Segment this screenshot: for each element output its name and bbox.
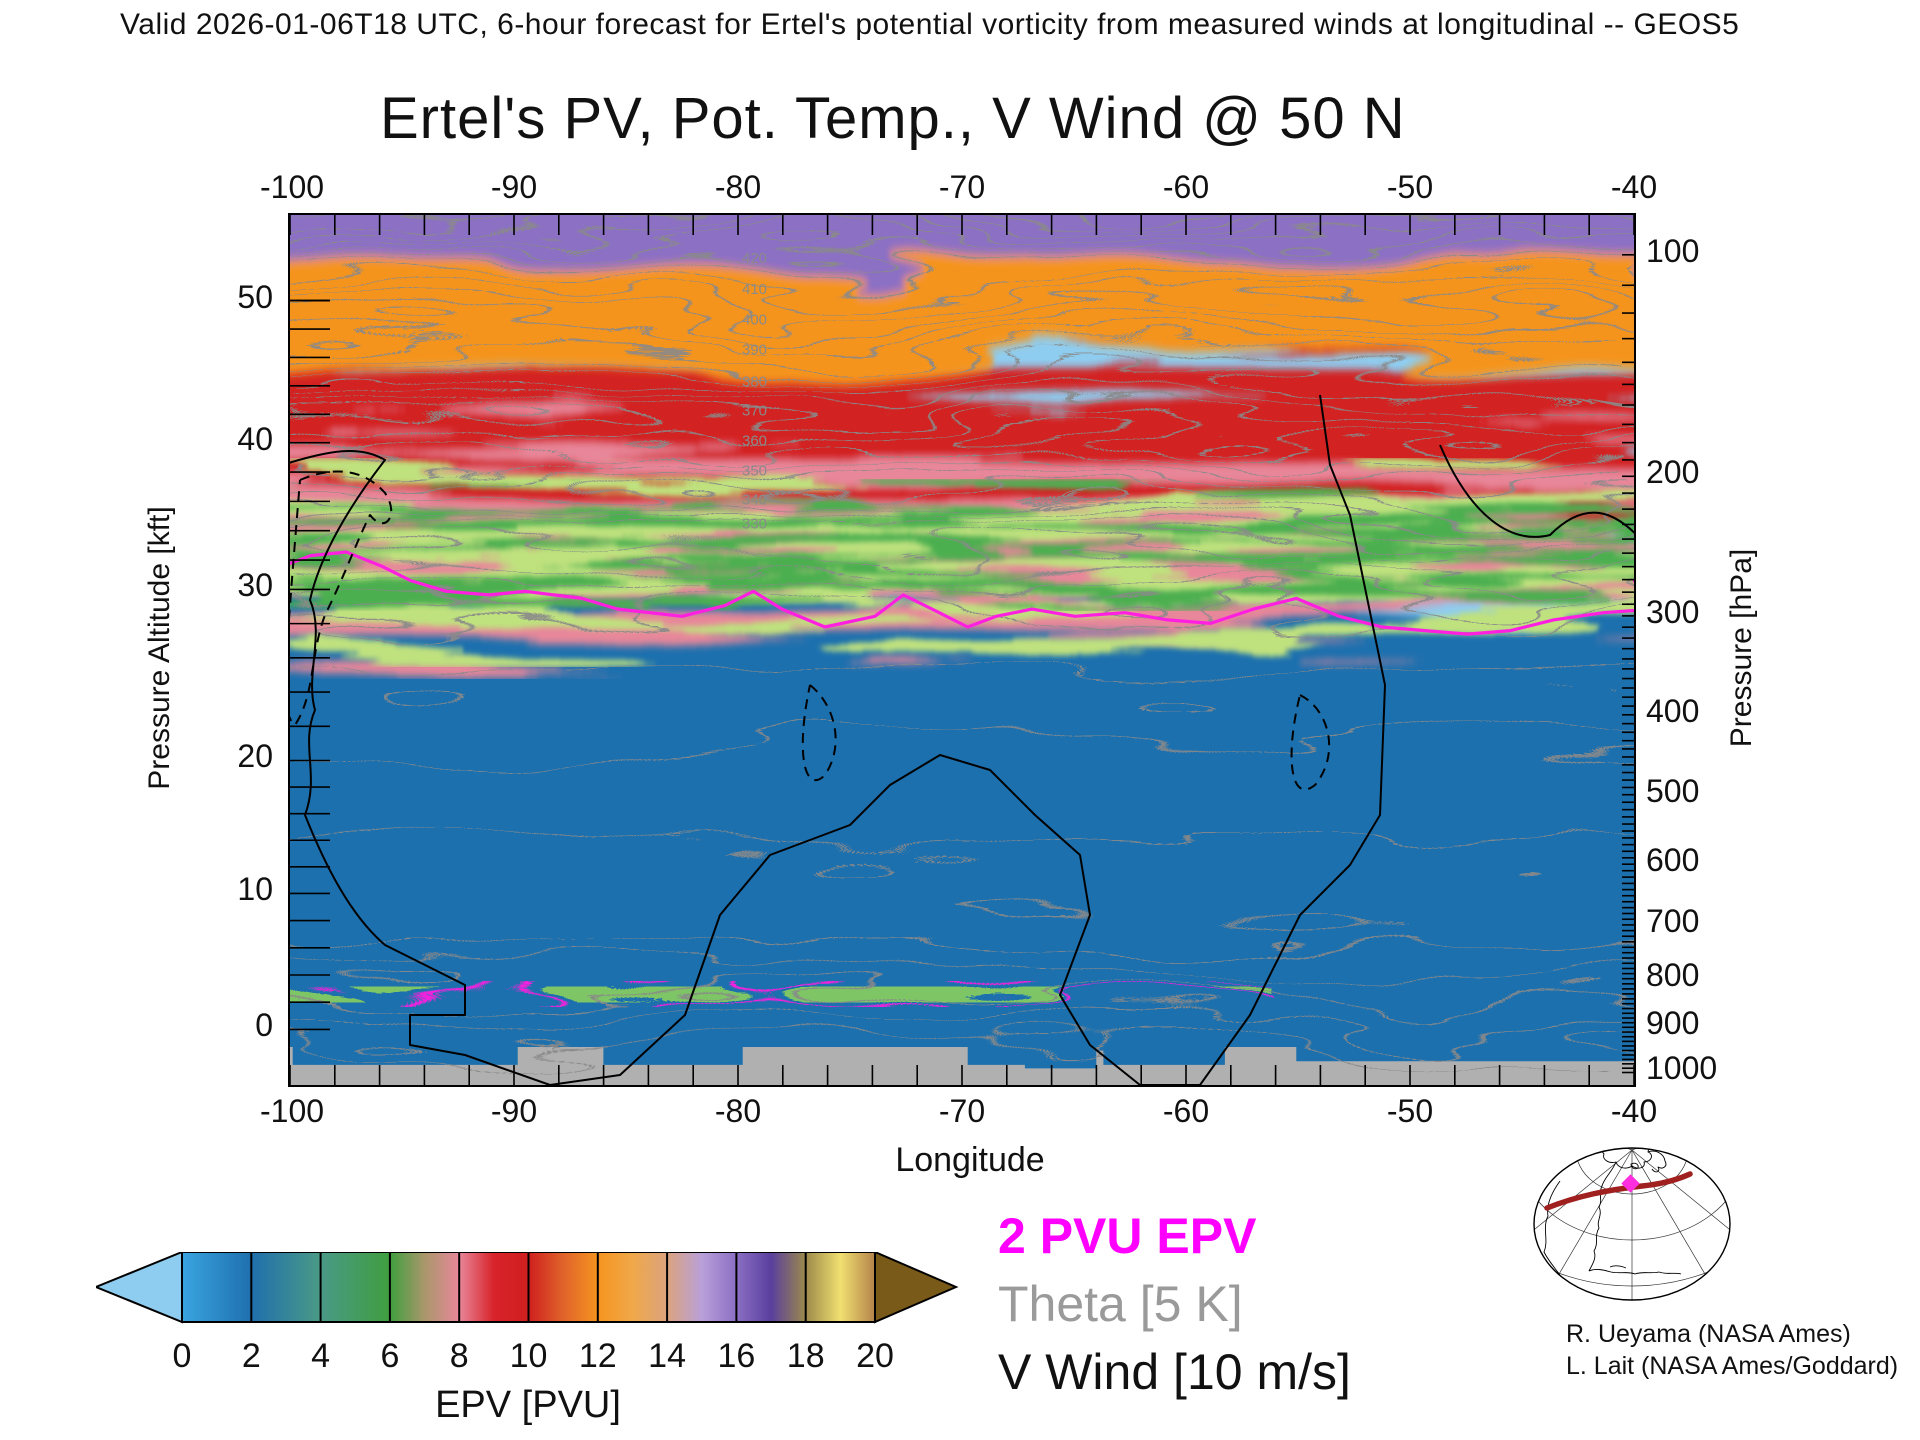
svg-text:14: 14 (648, 1337, 686, 1375)
svg-text:370: 370 (742, 403, 767, 420)
svg-text:18: 18 (787, 1337, 825, 1375)
svg-text:340: 340 (742, 492, 767, 509)
svg-text:2: 2 (242, 1337, 261, 1375)
svg-text:420: 420 (742, 250, 767, 267)
svg-text:400: 400 (742, 312, 767, 329)
svg-text:20: 20 (856, 1337, 894, 1375)
svg-text:390: 390 (742, 342, 767, 359)
svg-text:10: 10 (510, 1337, 548, 1375)
svg-text:330: 330 (742, 516, 767, 533)
svg-text:4: 4 (311, 1337, 330, 1375)
svg-text:6: 6 (380, 1337, 399, 1375)
svg-text:8: 8 (450, 1337, 469, 1375)
svg-text:0: 0 (173, 1337, 192, 1375)
svg-text:EPV [PVU]: EPV [PVU] (435, 1384, 621, 1426)
svg-text:360: 360 (742, 433, 767, 450)
svg-text:350: 350 (742, 462, 767, 479)
svg-text:12: 12 (579, 1337, 617, 1375)
svg-text:380: 380 (742, 373, 767, 390)
svg-text:410: 410 (742, 281, 767, 298)
svg-text:16: 16 (717, 1337, 755, 1375)
